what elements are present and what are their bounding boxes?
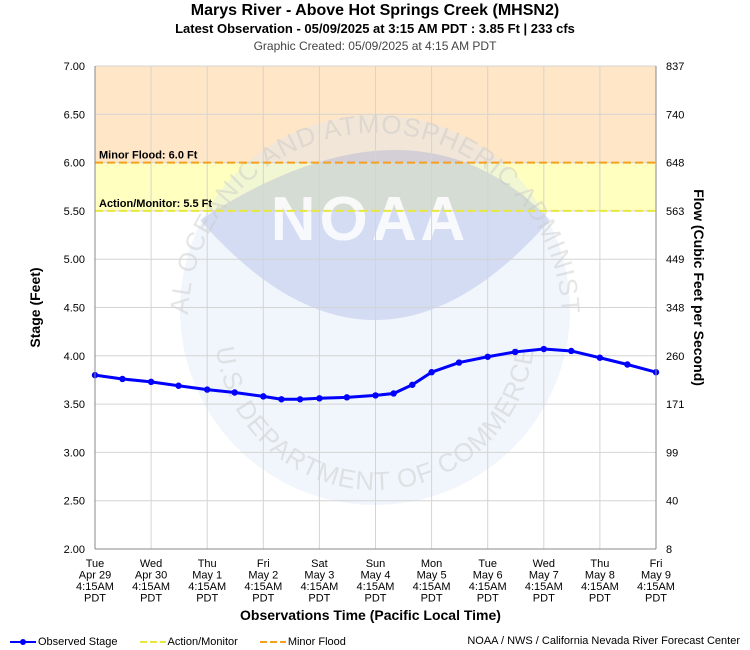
- series-point: [596, 354, 604, 361]
- x-tick-label: Tue Apr 29 4:15AM PDT: [76, 558, 114, 605]
- chart-title: Marys River - Above Hot Springs Creek (M…: [190, 2, 560, 19]
- watermark-logo-text: NOAA: [271, 185, 470, 254]
- y-tick-label: 2.50: [64, 496, 85, 508]
- series-point: [147, 378, 155, 386]
- action-monitor-swatch: [139, 637, 166, 647]
- threshold-label: Action/Monitor: 5.5 Ft: [99, 198, 212, 210]
- series-point: [296, 396, 304, 403]
- y2-tick-label: 563: [666, 206, 684, 218]
- series-point: [119, 375, 126, 383]
- series-point: [624, 361, 631, 368]
- x-tick-label: Wed Apr 30 4:15AM PDT: [132, 558, 170, 605]
- legend: Observed Stage Action/Monitor Minor Floo…: [10, 636, 368, 648]
- series-point: [540, 345, 547, 353]
- y-tick-label: 6.00: [64, 158, 85, 170]
- series-point: [260, 393, 267, 400]
- series-point: [316, 395, 323, 402]
- x-tick-label: Thu May 8 4:15AM PDT: [581, 558, 619, 605]
- y-tick-label: 4.50: [64, 303, 85, 315]
- y-tick-label: 3.50: [64, 399, 85, 411]
- x-tick-label: Mon May 5 4:15AM PDT: [413, 558, 451, 605]
- legend-item-minor-flood: Minor Flood: [259, 636, 346, 648]
- y2-tick-label: 40: [666, 496, 678, 508]
- y-tick-label: 4.00: [64, 351, 85, 363]
- y-tick-label: 5.50: [64, 206, 85, 218]
- x-tick-label: Fri May 9 4:15AM PDT: [637, 558, 675, 605]
- x-axis-title: Observations Time (Pacific Local Time): [240, 607, 501, 623]
- y-tick-label: 5.00: [64, 254, 85, 266]
- observed-stage-swatch: [10, 637, 36, 647]
- series-point: [204, 386, 211, 393]
- legend-label: Action/Monitor: [167, 636, 238, 648]
- series-point: [278, 396, 285, 403]
- y2-tick-label: 8: [666, 544, 672, 556]
- legend-label: Observed Stage: [38, 636, 118, 648]
- series-point: [409, 381, 416, 388]
- y-tick-label: 2.00: [64, 544, 85, 556]
- y2-tick-label: 171: [666, 399, 684, 411]
- series-point: [343, 394, 351, 401]
- series-point: [511, 348, 519, 356]
- axes: 2.00 2.50 3.00 3.50 4.00 4.50 5.00 5.50 6.00 6.50…: [27, 61, 707, 623]
- y2-axis-title: Flow (Cubic Feet per Second): [691, 189, 707, 386]
- y2-tick-label: 449: [666, 254, 684, 266]
- series-point: [455, 359, 463, 366]
- y-tick-label: 7.00: [64, 61, 85, 73]
- x-tick-label: Wed May 7 4:15AM PDT: [525, 558, 563, 605]
- observed-stage-series: [91, 345, 660, 403]
- threshold-label: Minor Flood: 6.0 Ft: [99, 150, 198, 162]
- y2-tick-label: 740: [666, 109, 684, 121]
- series-point: [390, 390, 397, 397]
- graphic-created: Graphic Created: 05/09/2025 at 4:15 AM P…: [253, 39, 497, 53]
- y2-tick-label: 260: [666, 351, 684, 363]
- x-tick-label: Fri May 2 4:15AM PDT: [244, 558, 282, 605]
- series-point: [231, 389, 238, 396]
- y2-tick-label: 648: [666, 158, 684, 170]
- legend-item-observed-stage: Observed Stage: [10, 636, 118, 648]
- y-axis-title: Stage (Feet): [27, 267, 43, 347]
- y-tick-label: 6.50: [64, 109, 85, 121]
- series-point: [175, 382, 182, 389]
- y2-tick-label: 99: [666, 447, 678, 459]
- credit: NOAA / NWS / California Nevada River For…: [467, 635, 740, 647]
- series-point: [372, 392, 379, 399]
- legend-label: Minor Flood: [287, 636, 346, 648]
- x-tick-label: Thu May 1 4:15AM PDT: [188, 558, 226, 605]
- y-tick-label: 3.00: [64, 447, 85, 459]
- series-point: [484, 353, 491, 360]
- latest-observation: Latest Observation - 05/09/2025 at 3:15 …: [175, 21, 575, 36]
- threshold-lines: Action/Monitor: 5.5 Ft Minor Flood: 6.0 F…: [95, 150, 656, 212]
- x-tick-label: Sun May 4 4:15AM PDT: [357, 558, 395, 605]
- hydrograph-chart: NATIONAL OCEANIC AND ATMOSPHERIC ADMINIS…: [0, 0, 707, 623]
- x-tick-label: Sat May 3 4:15AM PDT: [300, 558, 338, 605]
- series-point: [428, 369, 435, 376]
- minor-flood-swatch: [259, 637, 286, 647]
- y2-tick-label: 348: [666, 303, 684, 315]
- y2-tick-label: 837: [666, 61, 684, 73]
- legend-item-action-monitor: Action/Monitor: [139, 636, 238, 648]
- x-tick-label: Tue May 6 4:15AM PDT: [469, 558, 507, 605]
- series-point: [568, 347, 575, 355]
